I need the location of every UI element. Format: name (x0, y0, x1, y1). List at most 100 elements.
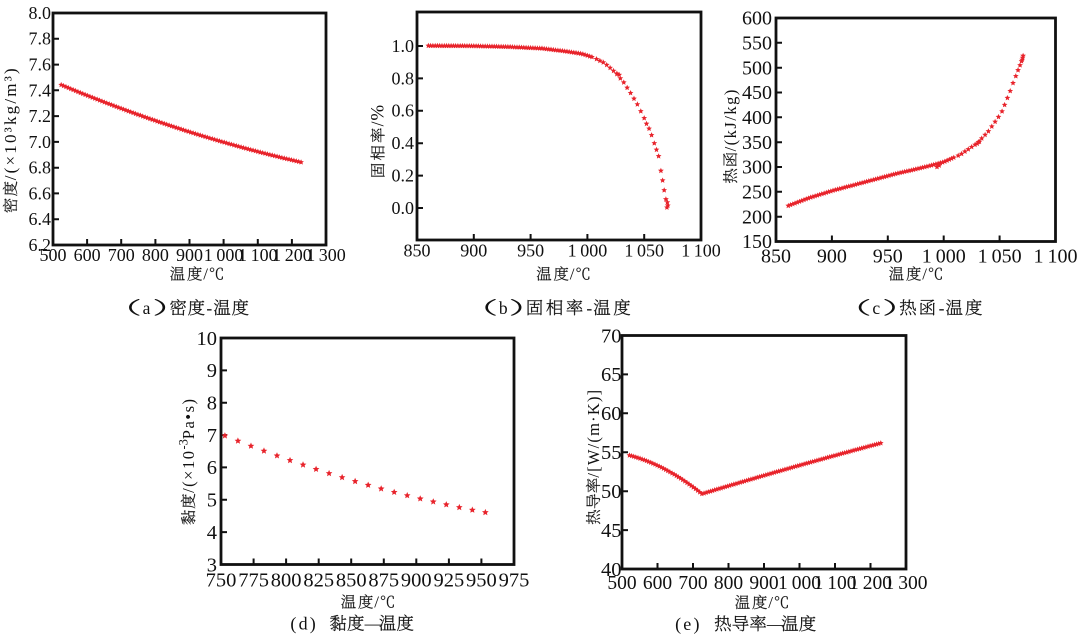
svg-text:500: 500 (742, 57, 772, 79)
svg-text:500: 500 (607, 573, 636, 594)
svg-text:10: 10 (197, 328, 218, 350)
svg-text:350: 350 (742, 132, 772, 154)
svg-text:600: 600 (74, 245, 101, 265)
svg-text:800: 800 (142, 245, 169, 265)
svg-text:700: 700 (108, 245, 135, 265)
svg-text:750: 750 (206, 570, 237, 592)
svg-text:/: / (922, 265, 927, 284)
svg-text:7.0: 7.0 (29, 132, 52, 152)
svg-text:7.4: 7.4 (29, 80, 52, 100)
svg-text:8.0: 8.0 (29, 3, 52, 23)
svg-text:1 300: 1 300 (306, 245, 346, 265)
svg-text:1 100: 1 100 (814, 573, 857, 594)
svg-text:a: a (143, 298, 151, 318)
svg-text:850: 850 (761, 246, 791, 268)
svg-text:/: / (374, 593, 379, 612)
svg-text:1 000: 1 000 (568, 241, 608, 261)
svg-text:/: / (768, 593, 773, 612)
svg-text:1 050: 1 050 (624, 241, 664, 261)
svg-text:975: 975 (499, 570, 530, 592)
svg-text:0.4: 0.4 (392, 133, 415, 153)
svg-text:600: 600 (742, 8, 772, 30)
svg-text:6: 6 (207, 457, 217, 479)
svg-text:3: 3 (207, 554, 217, 576)
svg-text:850: 850 (404, 241, 431, 261)
svg-text:300: 300 (742, 157, 772, 179)
svg-text:450: 450 (742, 82, 772, 104)
svg-text:950: 950 (873, 246, 903, 268)
svg-text:1.0: 1.0 (392, 36, 415, 56)
svg-text:900: 900 (176, 245, 203, 265)
svg-text:0.8: 0.8 (392, 68, 415, 88)
svg-text:250: 250 (742, 181, 772, 203)
svg-text:60: 60 (601, 403, 622, 425)
svg-text:900: 900 (749, 573, 778, 594)
svg-text:400: 400 (742, 107, 772, 129)
svg-text:1 000: 1 000 (204, 245, 244, 265)
svg-text:(e): (e) (675, 614, 702, 635)
svg-text:8: 8 (207, 393, 217, 415)
svg-text:775: 775 (238, 570, 269, 592)
svg-text:7: 7 (207, 425, 217, 447)
svg-text:900: 900 (817, 246, 847, 268)
svg-text:5: 5 (207, 490, 217, 512)
svg-text:-: - (939, 298, 945, 318)
svg-text:1 000: 1 000 (778, 573, 821, 594)
svg-text:-: - (206, 298, 212, 318)
svg-text:Pa•s): Pa•s) (179, 397, 198, 439)
svg-text:800: 800 (714, 573, 743, 594)
svg-text:65: 65 (601, 364, 622, 386)
svg-text:6.4: 6.4 (29, 209, 52, 229)
svg-text:850: 850 (336, 570, 367, 592)
svg-text:7.2: 7.2 (29, 106, 52, 126)
svg-text:/: / (570, 265, 575, 284)
svg-text:/(×10: /(×10 (179, 450, 198, 493)
svg-text:200: 200 (742, 206, 772, 228)
svg-text:875: 875 (368, 570, 399, 592)
svg-text:500: 500 (40, 245, 67, 265)
svg-text:50: 50 (601, 481, 622, 503)
svg-text:825: 825 (303, 570, 334, 592)
svg-text:1 100: 1 100 (681, 241, 721, 261)
svg-text:600: 600 (643, 573, 672, 594)
svg-text:/(×10³kg/m³): /(×10³kg/m³) (1, 66, 20, 180)
svg-text:4: 4 (207, 522, 217, 544)
svg-text:%: % (368, 105, 389, 121)
svg-text:950: 950 (466, 570, 497, 592)
svg-text:—: — (364, 614, 383, 634)
svg-text:-3: -3 (176, 439, 190, 449)
svg-text:45: 45 (601, 520, 622, 542)
svg-text:900: 900 (401, 570, 432, 592)
svg-text:6.2: 6.2 (29, 235, 52, 255)
svg-text:(d): (d) (290, 614, 318, 635)
svg-text:/: / (203, 265, 208, 284)
svg-text:1 050: 1 050 (978, 246, 1022, 268)
svg-text:1 200: 1 200 (272, 245, 312, 265)
svg-text:900: 900 (460, 241, 487, 261)
svg-text:0.0: 0.0 (392, 198, 415, 218)
svg-text:6.6: 6.6 (29, 183, 52, 203)
svg-text:1 000: 1 000 (922, 246, 966, 268)
svg-text:150: 150 (742, 231, 772, 253)
svg-text:c: c (872, 298, 880, 318)
svg-text:0.6: 0.6 (392, 101, 415, 121)
svg-text:40: 40 (601, 559, 622, 581)
svg-text:/(kJ/kg): /(kJ/kg) (721, 88, 740, 151)
svg-text:1 300: 1 300 (885, 573, 928, 594)
svg-text:1 200: 1 200 (849, 573, 892, 594)
svg-text:9: 9 (207, 360, 217, 382)
svg-text:550: 550 (742, 32, 772, 54)
svg-text:925: 925 (434, 570, 465, 592)
svg-text:700: 700 (678, 573, 707, 594)
svg-text:1 100: 1 100 (1033, 246, 1077, 268)
svg-text:b: b (499, 298, 508, 318)
svg-text:800: 800 (271, 570, 302, 592)
svg-text:55: 55 (601, 442, 622, 464)
svg-text:/: / (368, 121, 388, 127)
svg-text:0.2: 0.2 (392, 166, 415, 186)
svg-text:-: - (586, 298, 592, 318)
svg-text:/[W/(m·K)]: /[W/(m·K)] (584, 389, 603, 478)
svg-text:7.8: 7.8 (29, 29, 52, 49)
svg-text:70: 70 (601, 325, 622, 347)
svg-text:1 100: 1 100 (238, 245, 278, 265)
